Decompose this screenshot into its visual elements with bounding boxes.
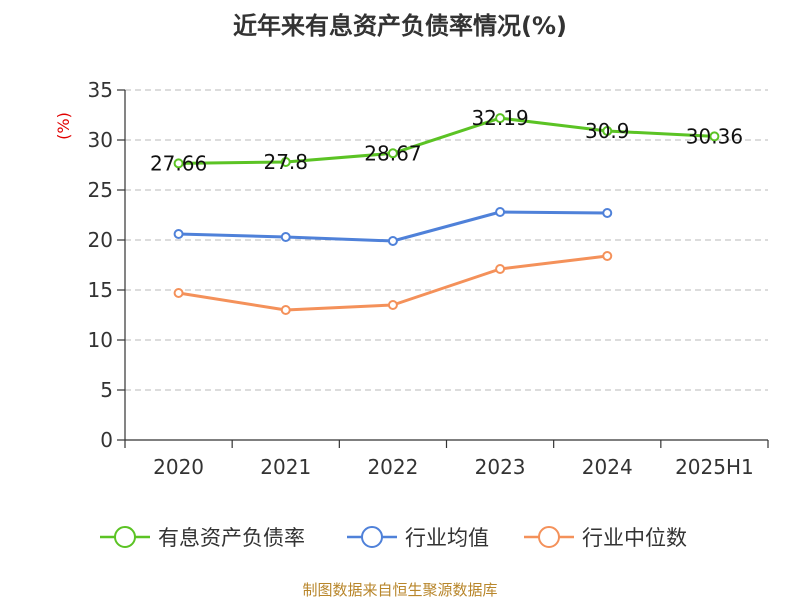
x-tick-label: 2024 [582, 455, 633, 479]
data-label: 30.9 [585, 119, 630, 143]
data-labels: 27.66 27.8 28.67 32.19 30.9 30.36 [150, 106, 743, 175]
legend-marker [361, 526, 383, 548]
x-tick-label: 2021 [260, 455, 311, 479]
data-point [280, 157, 291, 167]
y-axis-label: (%) [54, 112, 73, 140]
data-point [495, 264, 506, 274]
x-tick-label: 2025H1 [675, 455, 754, 479]
x-axis-ticks: 2020 2021 2022 2023 2024 2025H1 [124, 440, 769, 479]
x-tick-label: 2020 [153, 455, 204, 479]
legend-label: 行业中位数 [582, 526, 687, 550]
data-label: 30.36 [686, 124, 743, 148]
legend: 有息资产负债率 行业均值 行业中位数 [100, 526, 687, 550]
y-axis-ticks: 0 5 10 15 20 25 30 35 [88, 78, 125, 452]
chart-title: 近年来有息资产负债率情况(%) [233, 12, 567, 40]
gridlines [125, 89, 768, 391]
legend-marker [114, 526, 136, 548]
data-label: 27.8 [263, 150, 308, 174]
legend-label: 有息资产负债率 [158, 526, 305, 550]
source-note: 制图数据来自恒生聚源数据库 [302, 581, 497, 599]
data-point [173, 288, 184, 298]
data-point [602, 126, 613, 136]
legend-label: 行业均值 [405, 526, 489, 550]
data-label: 27.66 [150, 151, 207, 175]
x-tick-label: 2023 [475, 455, 526, 479]
data-point [387, 148, 398, 159]
y-tick-label: 0 [100, 428, 113, 452]
data-point [173, 229, 184, 239]
data-point [280, 305, 291, 315]
y-tick-label: 25 [88, 178, 113, 202]
data-point [387, 300, 398, 310]
data-point [602, 251, 613, 261]
data-point [280, 232, 291, 242]
y-tick-label: 35 [88, 78, 113, 102]
data-point [495, 113, 506, 124]
legend-item: 行业中位数 [524, 526, 687, 550]
y-tick-label: 30 [88, 128, 113, 152]
legend-item: 有息资产负债率 [100, 526, 305, 550]
x-tick-label: 2022 [367, 455, 418, 479]
data-point [709, 131, 720, 142]
data-point [173, 158, 184, 169]
data-label: 32.19 [471, 106, 528, 130]
data-point [602, 208, 613, 218]
axes [124, 90, 768, 441]
y-tick-label: 10 [88, 328, 113, 352]
data-label: 28.67 [364, 141, 421, 165]
legend-item: 行业均值 [347, 526, 489, 550]
y-tick-label: 15 [88, 278, 113, 302]
y-tick-label: 20 [88, 228, 113, 252]
legend-marker [538, 526, 560, 548]
series-line [178, 116, 715, 165]
y-tick-label: 5 [100, 378, 113, 402]
data-point [387, 236, 398, 246]
data-point [495, 207, 506, 217]
series-group [173, 113, 720, 315]
